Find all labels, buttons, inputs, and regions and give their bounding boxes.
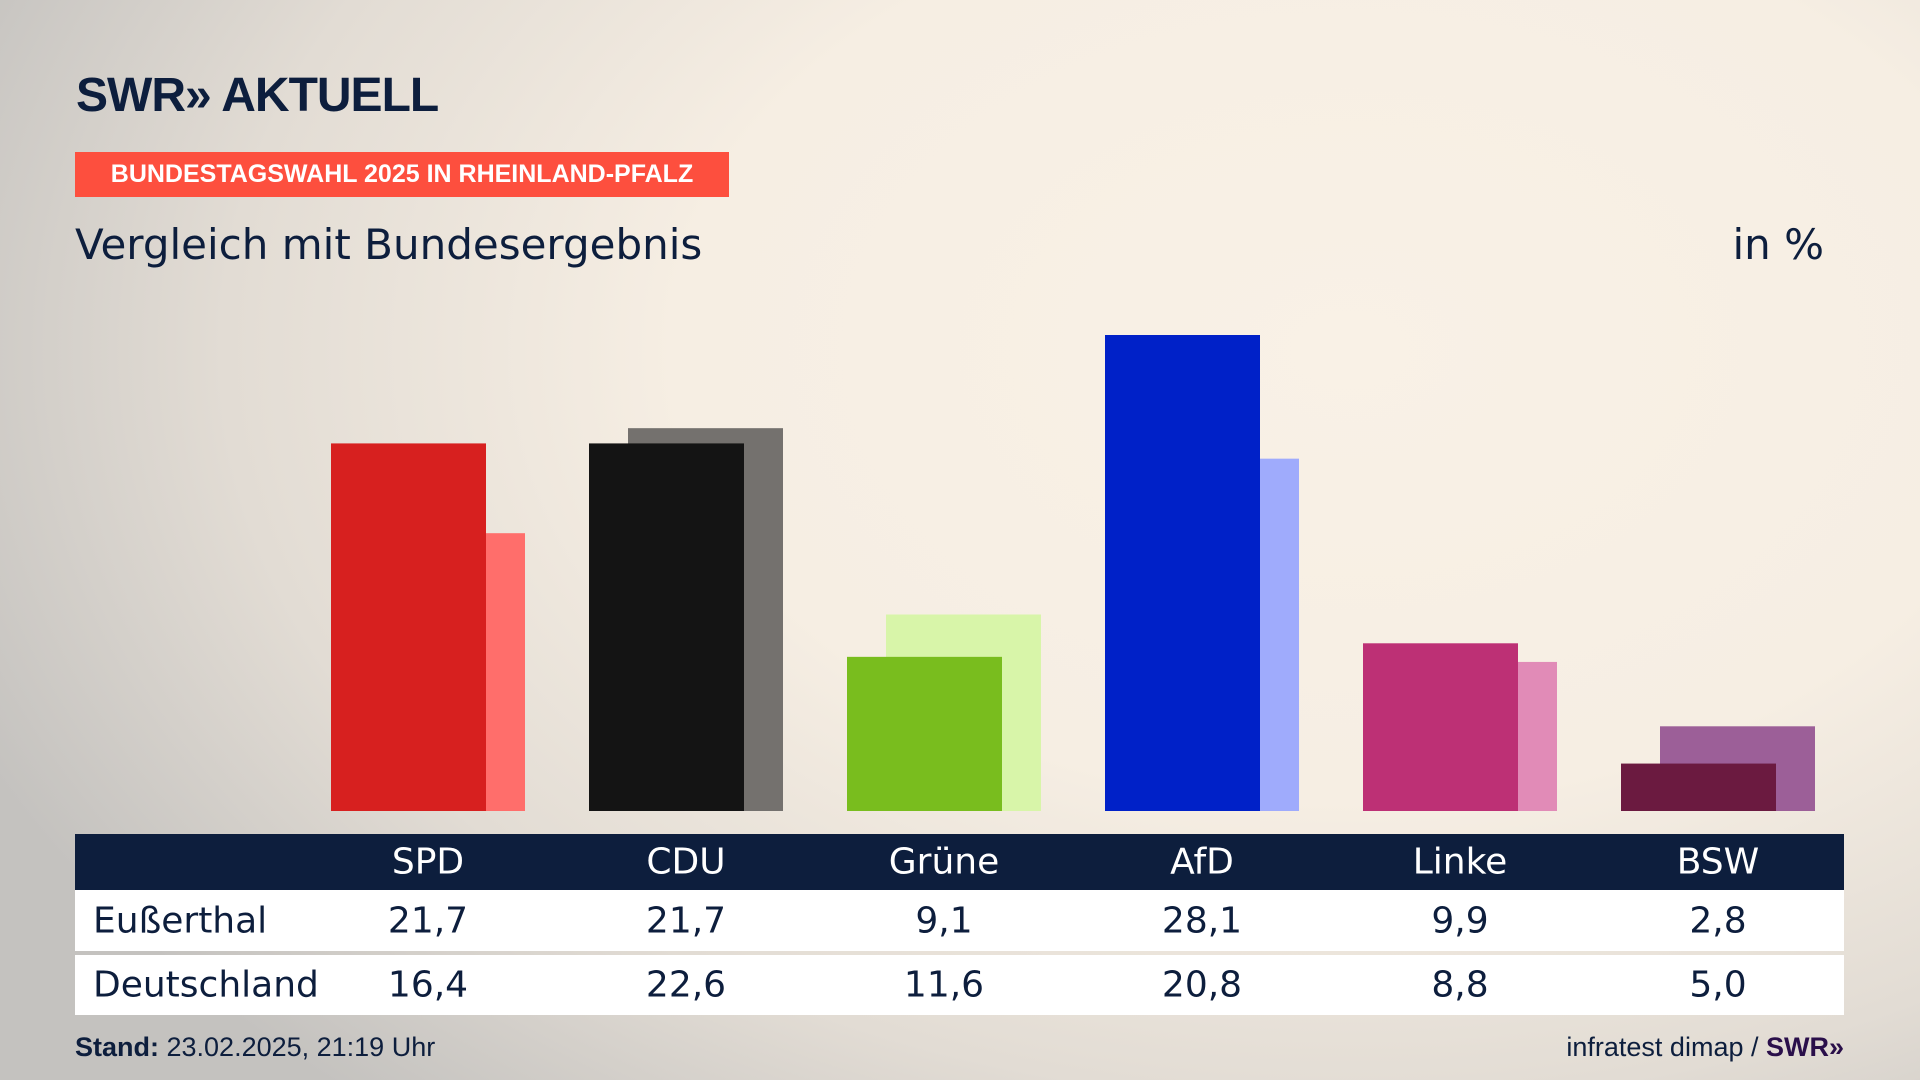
value-cell: 21,7 — [387, 900, 469, 941]
column-header: SPD — [391, 841, 465, 883]
bar-linke-eusserthal — [1363, 643, 1518, 811]
value-cell: 16,4 — [387, 964, 469, 1006]
table-row: Deutschland 16,4 22,6 11,6 20,8 8,8 5,0 — [75, 955, 1844, 1015]
value-cell: 11,6 — [903, 964, 985, 1006]
row-label: Deutschland — [93, 964, 319, 1006]
swr-logo-small: SWR» — [1765, 1032, 1844, 1062]
bar-afd-eusserthal — [1105, 335, 1260, 811]
bar-chart — [331, 335, 1815, 811]
stand-value: 23.02.2025, 21:19 Uhr — [159, 1032, 436, 1062]
value-cell: 20,8 — [1161, 964, 1243, 1006]
column-header: BSW — [1676, 841, 1760, 883]
value-cell: 9,1 — [915, 900, 973, 941]
value-cell: 8,8 — [1431, 964, 1489, 1006]
column-header: CDU — [646, 841, 726, 883]
value-cell: 28,1 — [1161, 900, 1243, 941]
value-cell: 21,7 — [645, 900, 727, 941]
source-text: infratest dimap / — [1566, 1032, 1766, 1062]
table-header: SPD CDU Grüne AfD Linke BSW — [75, 834, 1844, 890]
bar-spd-eusserthal — [331, 443, 486, 811]
value-cell: 22,6 — [645, 964, 727, 1006]
bar-grüne-eusserthal — [847, 656, 1002, 811]
timestamp: Stand: 23.02.2025, 21:19 Uhr — [75, 1032, 435, 1063]
value-cell: 9,9 — [1431, 900, 1489, 941]
bar-cdu-eusserthal — [589, 443, 744, 811]
results-table: SPD CDU Grüne AfD Linke BSW Eußerthal 21,7 21,7… — [75, 834, 1844, 1015]
value-cell: 5,0 — [1689, 964, 1747, 1006]
stand-label: Stand: — [75, 1032, 159, 1062]
topic-banner: BUNDESTAGSWAHL 2025 IN RHEINLAND-PFALZ — [75, 152, 729, 197]
chart-title: Vergleich mit Bundesergebnis — [75, 220, 703, 269]
value-cell: 2,8 — [1689, 900, 1747, 941]
column-header: Linke — [1412, 841, 1508, 883]
table-row: Eußerthal 21,7 21,7 9,1 28,1 9,9 2,8 — [75, 890, 1844, 951]
row-label: Eußerthal — [93, 900, 268, 941]
unit-label: in % — [1732, 220, 1824, 269]
column-header: Grüne — [888, 841, 1000, 883]
source: infratest dimap / SWR» — [1566, 1032, 1844, 1063]
swr-aktuell-logo: SWR» AKTUELL — [76, 69, 439, 122]
column-header: AfD — [1170, 841, 1234, 883]
bar-bsw-eusserthal — [1621, 763, 1776, 811]
